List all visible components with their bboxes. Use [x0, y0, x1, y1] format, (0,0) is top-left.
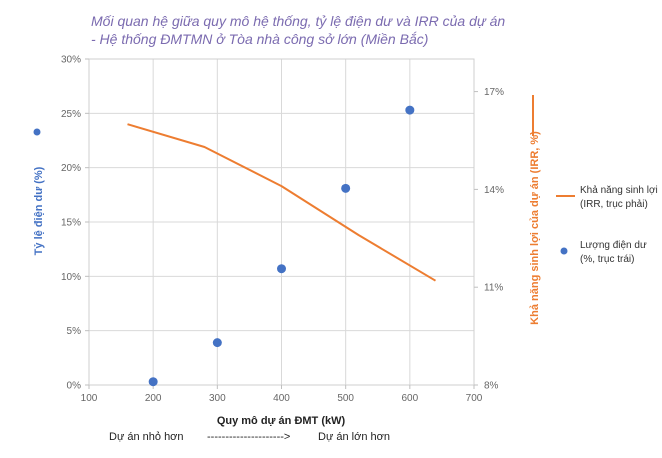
surplus-point: [405, 105, 415, 115]
legend: Khả năng sinh lợi (IRR, trục phải) Lượng…: [556, 185, 658, 265]
y-left-tick-label: 10%: [61, 272, 81, 283]
y-left-tick-label: 5%: [67, 326, 82, 337]
x-axis-label: Quy mô dự án ĐMT (kW): [217, 415, 346, 427]
x-tick-label: 500: [337, 393, 354, 404]
surplus-point: [148, 377, 158, 387]
y-left-tick-label: 15%: [61, 218, 81, 229]
y-left-axis-label: Tỷ lệ điện dư (%): [33, 166, 45, 255]
y-right-tick-label: 11%: [484, 283, 503, 294]
x-tick-label: 200: [145, 393, 162, 404]
surplus-point: [341, 183, 351, 193]
x-axis-ticks: 100 200 300 400 500 600 700: [81, 385, 483, 404]
surplus-point: [277, 264, 286, 274]
chart-title-line-2: - Hệ thống ĐMTMN ở Tòa nhà công sở lớn (…: [91, 31, 428, 47]
y-left-axis-ticks: 0% 5% 10% 15% 20% 25% 30%: [61, 55, 89, 392]
y-right-axis-ticks: 8% 11% 14% 17%: [474, 87, 504, 392]
x-tick-label: 700: [466, 393, 483, 404]
y-left-tick-label: 25%: [61, 109, 81, 120]
x-tick-label: 300: [209, 393, 226, 404]
y-left-tick-label: 0%: [67, 381, 82, 392]
y-left-tick-label: 20%: [61, 163, 81, 174]
y-right-tick-label: 8%: [484, 381, 499, 392]
legend-surplus-swatch: [560, 247, 568, 255]
surplus-point: [212, 338, 222, 348]
note-smaller-project: Dự án nhỏ hơn: [109, 431, 184, 443]
series-surplus-points: [148, 105, 415, 387]
x-tick-label: 100: [81, 393, 98, 404]
legend-irr-label-2: (IRR, trục phải): [580, 199, 648, 210]
series-irr-line: [127, 123, 437, 282]
chart-title-line-1: Mối quan hệ giữa quy mô hệ thống, tỷ lệ …: [91, 13, 505, 29]
y-left-tick-label: 30%: [61, 55, 81, 66]
y-right-tick-label: 17%: [484, 87, 504, 98]
irr-line: [127, 123, 437, 282]
legend-surplus-label-2: (%, trục trái): [580, 254, 634, 265]
x-tick-label: 400: [273, 393, 290, 404]
left-axis-marker: [33, 128, 41, 136]
note-larger-project: Dự án lớn hơn: [318, 431, 390, 443]
y-right-tick-label: 14%: [484, 185, 504, 196]
legend-irr-label-1: Khả năng sinh lợi: [580, 185, 658, 196]
grid: [88, 58, 475, 386]
legend-surplus-label-1: Lượng điện dư: [580, 240, 647, 251]
y-right-axis-label: Khả năng sinh lợi của dự án (IRR, %): [529, 131, 541, 325]
note-arrow: --------------------->: [207, 431, 290, 443]
x-tick-label: 600: [401, 393, 418, 404]
